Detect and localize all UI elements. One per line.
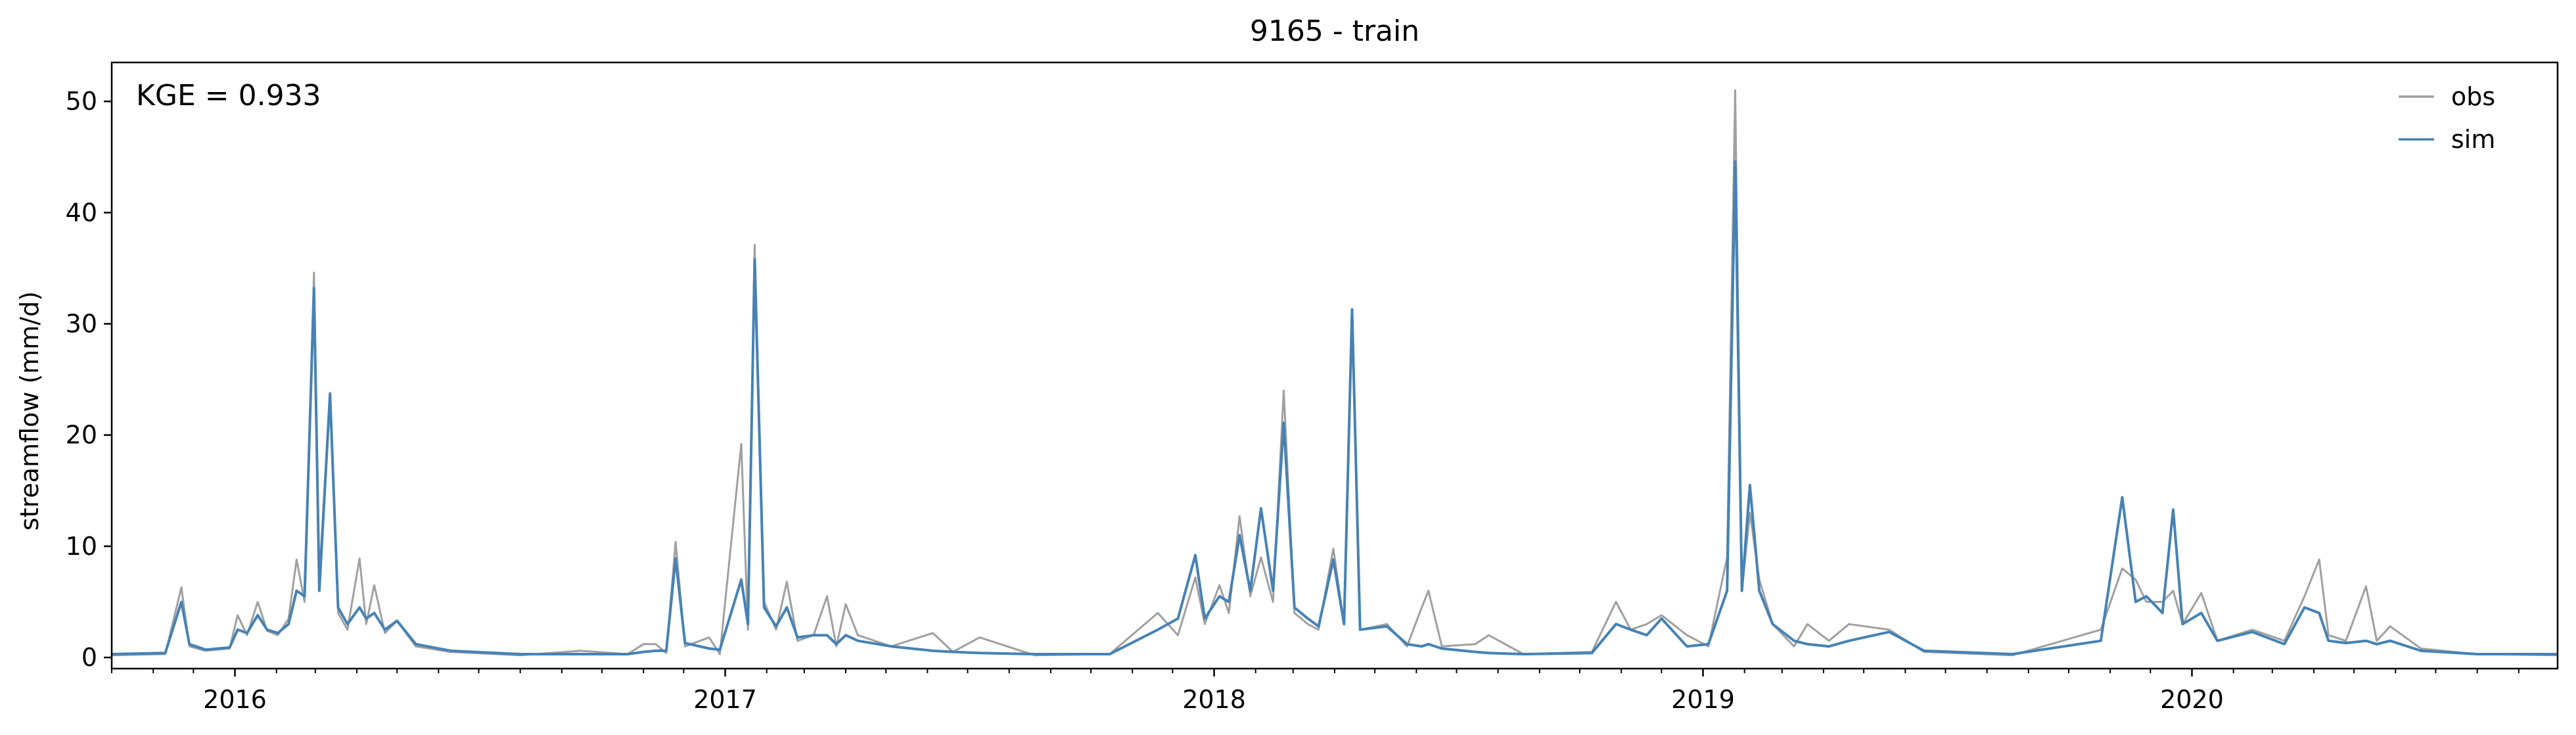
x-ticks: 2016 2017 2018 2019 2020: [111, 669, 2519, 714]
legend-sim-label: sim: [2451, 125, 2495, 154]
y-tick-label: 30: [66, 310, 97, 339]
x-tick-label: 2016: [203, 685, 267, 714]
legend: obs sim: [2399, 82, 2495, 154]
series-line-sim: [111, 160, 2558, 655]
y-tick-label: 0: [81, 643, 97, 672]
series-line-obs: [111, 89, 2558, 657]
y-ticks: 0 10 20 30 40 50: [66, 87, 112, 672]
x-tick-label: 2020: [2160, 685, 2224, 714]
series-layer: [111, 89, 2558, 657]
x-tick-label: 2017: [693, 685, 757, 714]
y-axis-label: streamflow (mm/d): [15, 291, 44, 531]
x-tick-label: 2019: [1671, 685, 1735, 714]
y-tick-label: 10: [66, 532, 97, 561]
y-tick-label: 20: [66, 421, 97, 450]
y-tick-label: 40: [66, 198, 97, 227]
plot-frame: [110, 61, 2559, 670]
y-tick-label: 50: [66, 87, 97, 116]
legend-obs-label: obs: [2451, 82, 2495, 111]
kge-annotation: KGE = 0.933: [136, 79, 321, 112]
chart-title: 9165 - train: [1250, 14, 1419, 48]
x-tick-label: 2018: [1182, 685, 1246, 714]
